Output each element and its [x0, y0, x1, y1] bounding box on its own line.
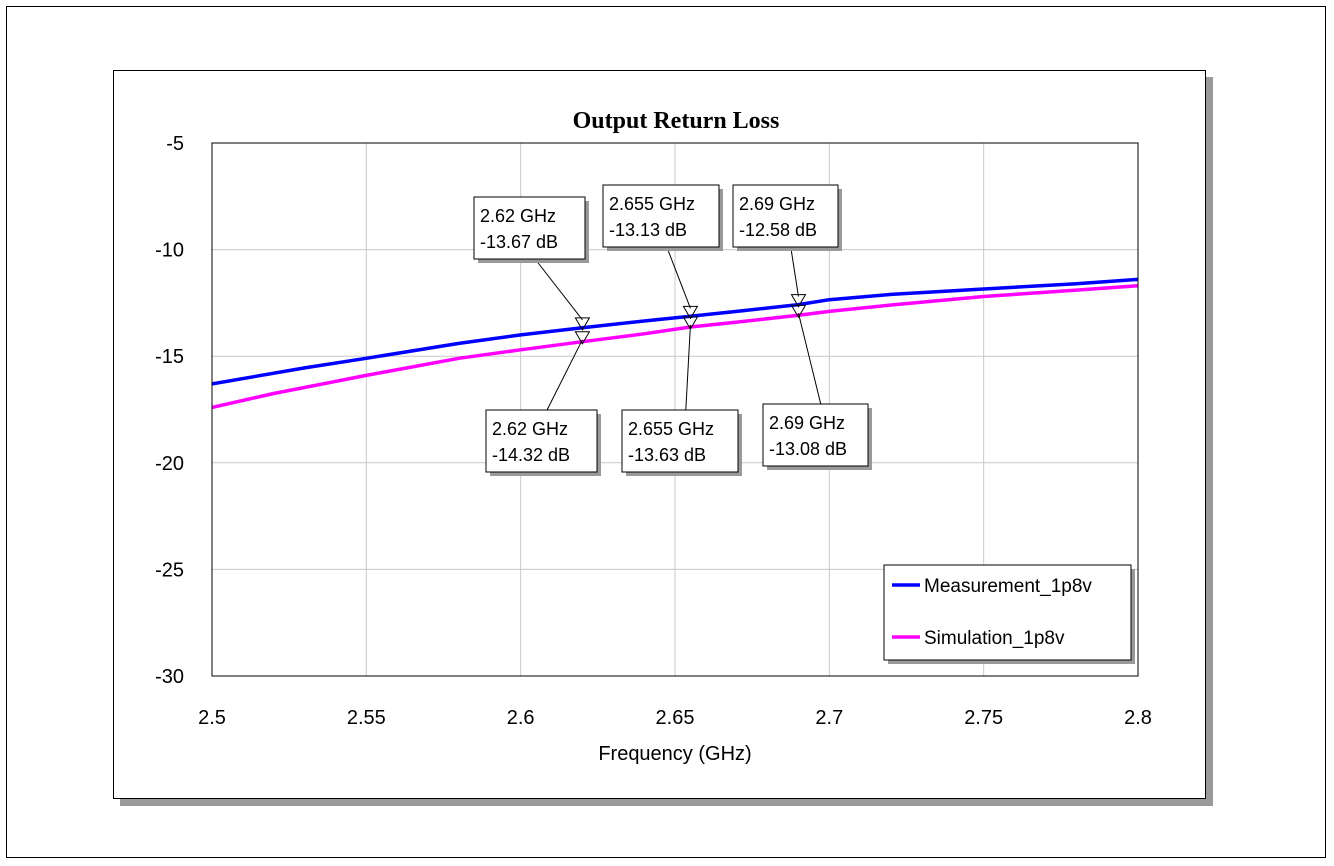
marker-box	[762, 403, 869, 467]
x-axis-label: Frequency (GHz)	[598, 743, 751, 765]
marker-triangle	[790, 304, 807, 319]
marker-value-label: -13.63 dB	[628, 445, 706, 465]
series-line-0	[211, 277, 1139, 386]
marker-triangle	[574, 317, 591, 331]
marker-frequency-label: 2.655 GHz	[628, 419, 714, 439]
marker-value-label: -13.13 dB	[609, 220, 687, 240]
marker-box	[485, 409, 598, 473]
axis-ticks: 2.5 2.55 2.6 2.65 2.7 2.75 2.8 -5 -10 -15 -20 -25 -3…	[155, 133, 1152, 729]
chart-title: Output Return Loss	[573, 108, 780, 134]
marker-box	[473, 196, 586, 260]
marker-leader-line	[685, 324, 691, 411]
x-tick-label: 2.7	[815, 707, 843, 729]
x-tick-label: 2.55	[347, 707, 386, 729]
legend: Measurement_1p8v Simulation_1p8v	[883, 564, 1135, 664]
marker-annotation: 2.62 GHz -13.67 dB	[473, 196, 591, 331]
legend-label-1: Simulation_1p8v	[924, 628, 1065, 649]
marker-annotation: 2.655 GHz -13.13 dB	[602, 184, 723, 320]
marker-frequency-label: 2.69 GHz	[739, 194, 815, 214]
x-tick-label: 2.8	[1124, 707, 1152, 729]
marker-frequency-label: 2.69 GHz	[769, 413, 845, 433]
y-tick-label: -30	[155, 666, 184, 688]
marker-leader-line	[534, 258, 583, 321]
marker-frequency-label: 2.62 GHz	[480, 206, 556, 226]
marker-leader-line	[666, 246, 691, 309]
x-tick-label: 2.75	[964, 707, 1003, 729]
marker-box	[621, 409, 739, 473]
x-tick-label: 2.5	[198, 707, 226, 729]
x-tick-label: 2.6	[507, 707, 535, 729]
marker-layer: 2.62 GHz -13.67 dB 2.655 GHz -13.13 dB 2.69 …	[473, 184, 872, 476]
marker-value-label: -12.58 dB	[739, 220, 817, 240]
marker-value-label: -13.67 dB	[480, 232, 558, 252]
marker-annotation: 2.69 GHz -12.58 dB	[732, 184, 842, 308]
marker-triangle	[682, 316, 699, 330]
marker-leader-line	[546, 339, 583, 411]
legend-box	[883, 564, 1132, 661]
marker-box	[732, 184, 839, 248]
marker-annotation: 2.655 GHz -13.63 dB	[621, 316, 742, 476]
y-tick-label: -20	[155, 453, 184, 475]
marker-value-label: -13.08 dB	[769, 439, 847, 459]
marker-annotation: 2.69 GHz -13.08 dB	[762, 304, 872, 470]
y-tick-label: -5	[166, 133, 184, 155]
legend-label-0: Measurement_1p8v	[924, 576, 1092, 597]
y-tick-label: -15	[155, 346, 184, 368]
y-tick-label: -25	[155, 559, 184, 581]
marker-annotation: 2.62 GHz -14.32 dB	[485, 331, 601, 476]
y-tick-label: -10	[155, 240, 184, 262]
marker-frequency-label: 2.62 GHz	[492, 419, 568, 439]
marker-triangle	[574, 331, 591, 345]
marker-triangle	[790, 294, 807, 308]
plot-area-frame	[211, 142, 1139, 677]
marker-frequency-label: 2.655 GHz	[609, 194, 695, 214]
marker-leader-line	[790, 246, 799, 297]
marker-leader-line	[797, 313, 822, 405]
x-tick-label: 2.65	[656, 707, 695, 729]
marker-triangle	[682, 305, 699, 320]
marker-box	[602, 184, 720, 248]
marker-value-label: -14.32 dB	[492, 445, 570, 465]
